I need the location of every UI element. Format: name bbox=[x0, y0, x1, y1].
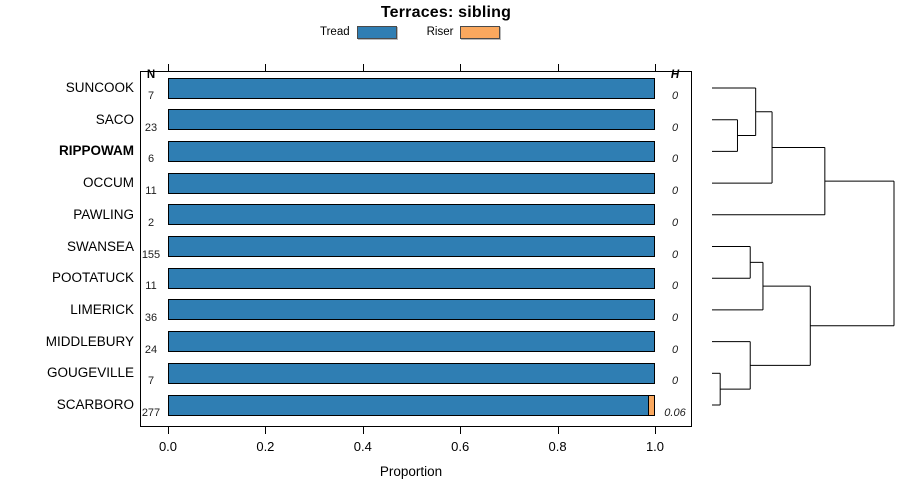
h-value: 0 bbox=[671, 343, 679, 356]
x-tick-top bbox=[460, 64, 462, 71]
bar-row bbox=[168, 172, 655, 194]
h-column-header: H bbox=[670, 69, 680, 81]
bar-row bbox=[168, 331, 655, 353]
legend-label-tread: Tread bbox=[320, 26, 350, 38]
n-value: 7 bbox=[147, 375, 155, 388]
bar-row bbox=[168, 299, 655, 321]
x-tick-bottom bbox=[655, 427, 656, 434]
chart-title: Terraces: sibling bbox=[380, 4, 512, 21]
bar-segment-tread bbox=[168, 109, 655, 131]
bar-segment-tread bbox=[168, 172, 655, 194]
category-label: SWANSEA bbox=[66, 238, 134, 254]
bar-segment-tread bbox=[168, 394, 650, 416]
x-tick-label: 0.0 bbox=[158, 439, 178, 454]
category-label: POOTATUCK bbox=[51, 270, 134, 286]
category-label: GOUGEVILLE bbox=[46, 365, 134, 381]
x-tick-top bbox=[168, 64, 169, 71]
category-label: OCCUM bbox=[83, 175, 134, 191]
bar-row bbox=[168, 109, 655, 131]
category-label: MIDDLEBURY bbox=[45, 333, 134, 349]
x-tick-top bbox=[655, 64, 656, 71]
bar-row bbox=[168, 204, 655, 226]
bar-segment-tread bbox=[168, 267, 655, 289]
x-tick-label: 0.4 bbox=[353, 439, 372, 454]
bar-row bbox=[168, 140, 655, 162]
bar-segment-tread bbox=[168, 140, 655, 162]
x-tick-bottom bbox=[557, 427, 559, 434]
h-value: 0 bbox=[671, 311, 679, 324]
h-value: 0 bbox=[671, 375, 679, 388]
x-tick-top bbox=[557, 64, 559, 71]
n-value: 2 bbox=[147, 216, 155, 229]
h-value: 0.06 bbox=[664, 407, 686, 419]
x-tick-label: 0.6 bbox=[451, 439, 470, 454]
n-value: 11 bbox=[145, 185, 157, 198]
h-value: 0 bbox=[671, 280, 679, 293]
category-label: SACO bbox=[95, 111, 134, 127]
h-value: 0 bbox=[671, 185, 679, 198]
bar-segment-tread bbox=[168, 77, 655, 99]
n-column-header: N bbox=[146, 69, 156, 81]
n-value: 23 bbox=[144, 121, 158, 134]
h-value: 0 bbox=[671, 248, 679, 261]
bar-segment-tread bbox=[168, 204, 655, 226]
bar-segment-riser bbox=[649, 394, 655, 416]
h-value: 0 bbox=[671, 121, 679, 134]
x-tick-bottom bbox=[265, 427, 267, 434]
x-tick-label: 1.0 bbox=[645, 439, 665, 454]
h-value: 0 bbox=[671, 90, 679, 102]
bar-segment-tread bbox=[168, 362, 655, 384]
legend-swatch-tread bbox=[356, 25, 397, 39]
category-label: RIPPOWAM bbox=[58, 143, 134, 159]
x-tick-bottom bbox=[460, 427, 462, 434]
x-tick-label: 0.8 bbox=[548, 439, 567, 454]
x-axis-label: Proportion bbox=[379, 464, 443, 479]
n-value: 155 bbox=[141, 248, 161, 261]
category-label: LIMERICK bbox=[70, 301, 134, 317]
n-value: 36 bbox=[144, 311, 158, 324]
x-tick-bottom bbox=[168, 427, 169, 434]
legend-swatch-riser bbox=[460, 25, 501, 39]
n-value: 11 bbox=[145, 280, 157, 293]
x-tick-top bbox=[265, 64, 267, 71]
bar-segment-tread bbox=[168, 331, 655, 353]
category-label: SCARBORO bbox=[56, 397, 134, 412]
dendrogram bbox=[712, 87, 895, 406]
bar-row bbox=[168, 77, 655, 99]
x-tick-label: 0.2 bbox=[256, 439, 275, 454]
category-label: SUNCOOK bbox=[65, 80, 134, 95]
n-value: 24 bbox=[144, 343, 158, 356]
legend: Tread Riser bbox=[320, 24, 501, 40]
legend-label-riser: Riser bbox=[426, 26, 454, 38]
bar-row bbox=[168, 267, 655, 289]
h-value: 0 bbox=[671, 153, 679, 166]
bar-row bbox=[168, 362, 655, 384]
x-tick-bottom bbox=[362, 427, 364, 434]
x-tick-top bbox=[362, 64, 364, 71]
bar-row bbox=[168, 236, 655, 257]
bar-segment-tread bbox=[168, 299, 655, 321]
h-value: 0 bbox=[671, 216, 679, 229]
bar-segment-tread bbox=[168, 236, 655, 257]
n-value: 277 bbox=[141, 407, 161, 419]
n-value: 6 bbox=[147, 153, 155, 166]
n-value: 7 bbox=[147, 90, 155, 102]
category-label: PAWLING bbox=[73, 206, 134, 222]
bar-row bbox=[168, 394, 655, 416]
